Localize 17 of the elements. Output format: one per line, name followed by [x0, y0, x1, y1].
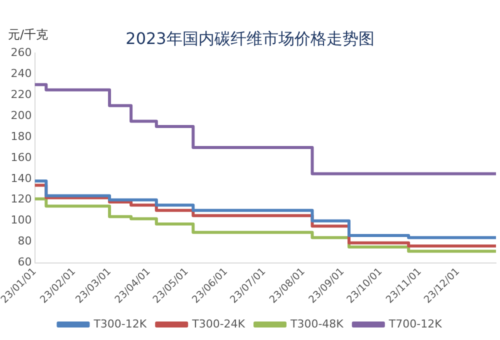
y-tick-label: 140 — [10, 172, 32, 185]
y-tick-label: 100 — [10, 214, 32, 227]
chart-title: 2023年国内碳纤维市场价格走势图 — [126, 28, 374, 48]
y-tick-label: 200 — [10, 108, 32, 122]
legend-label: T300-48K — [290, 317, 344, 330]
y-tick-label: 160 — [10, 150, 32, 164]
y-axis-title: 元/千克 — [8, 27, 48, 42]
legend-label: T300-24K — [191, 317, 246, 330]
legend-label: T300-12K — [92, 317, 148, 330]
y-tick-label: 60 — [18, 256, 32, 269]
y-tick-label: 80 — [18, 234, 32, 248]
legend-label: T700-12K — [388, 317, 443, 330]
y-tick-label: 260 — [10, 46, 32, 60]
y-tick-label: 240 — [10, 67, 32, 80]
y-tick-label: 220 — [10, 88, 32, 101]
y-tick-label: 120 — [10, 192, 32, 206]
y-tick-label: 180 — [10, 130, 32, 143]
